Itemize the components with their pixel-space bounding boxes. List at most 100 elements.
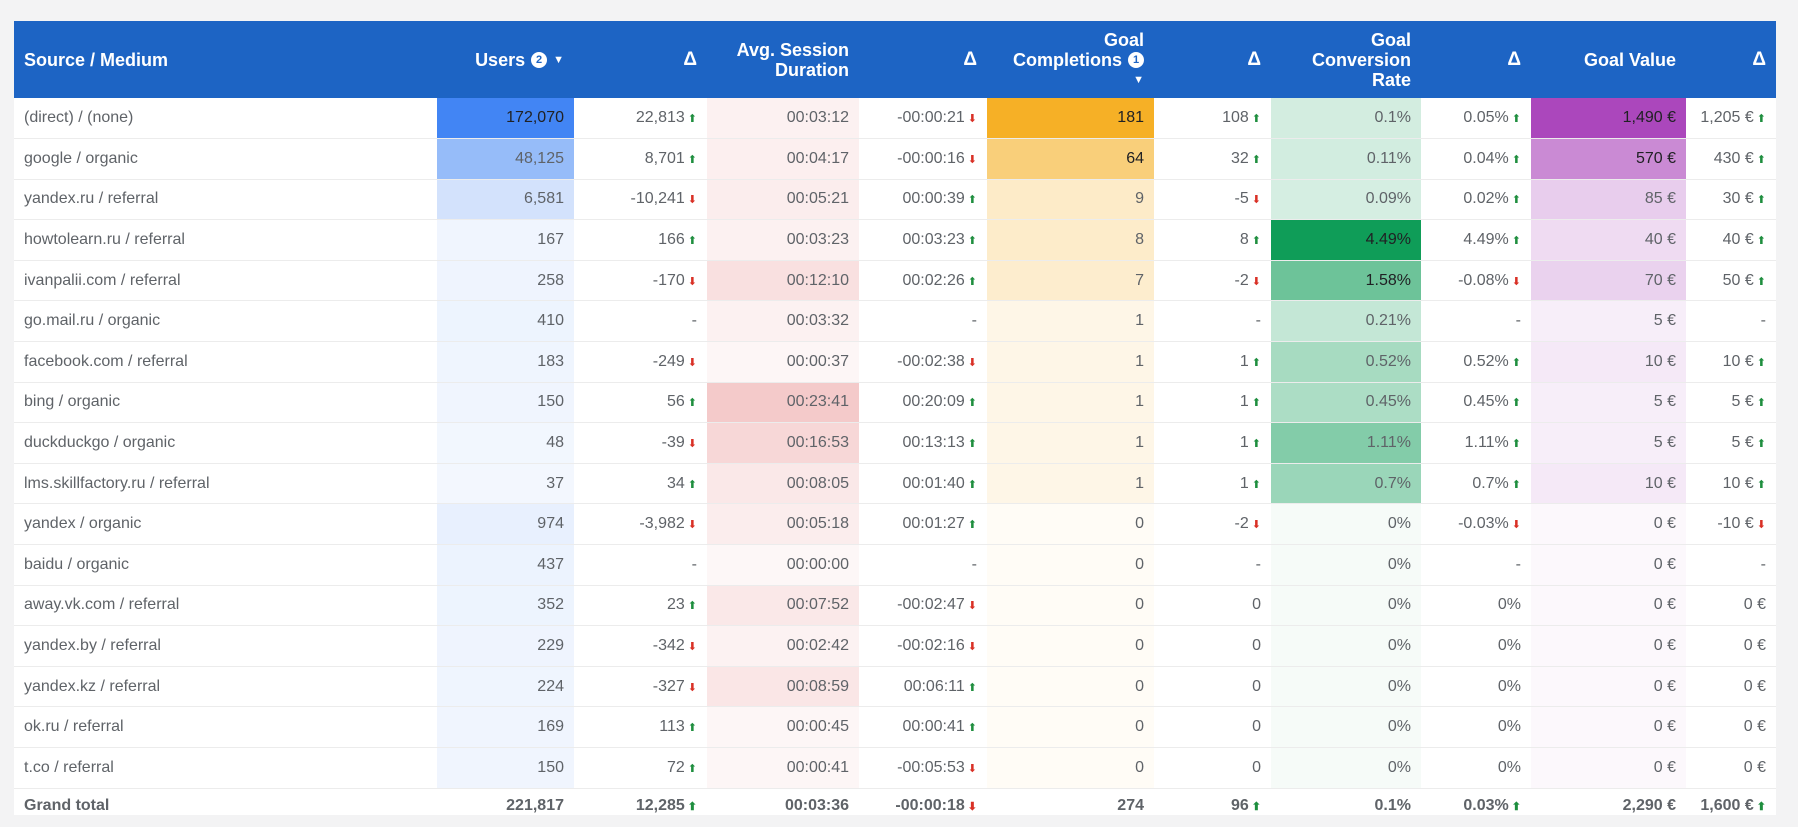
source-medium-cell: lms.skillfactory.ru / referral [14, 463, 437, 505]
col-goal-completions[interactable]: Goal Completions 1 ▼ [987, 21, 1154, 98]
duration-cell: 00:07:52 [707, 585, 859, 627]
arrow-down-icon: ⬇ [687, 681, 697, 694]
col-goals-delta[interactable]: Δ [1154, 21, 1271, 98]
goals-cell: 1 [987, 422, 1154, 464]
arrow-up-icon: ⬆ [1756, 356, 1766, 369]
table-row[interactable]: yandex.ru / referral 6,581 -10,241 ⬇ 00:05:2… [14, 179, 1776, 221]
arrow-up-icon: ⬆ [1251, 397, 1261, 410]
arrow-up-icon: ⬆ [1511, 478, 1521, 491]
users-cell: 169 [437, 706, 574, 748]
duration-delta-cell-value: 00:00:39 [902, 190, 965, 208]
arrow-up-icon: ⬆ [1756, 235, 1766, 248]
data-table-panel: Source / Medium Users 2 ▼ Δ Avg. Session… [14, 21, 1776, 815]
users-cell: 229 [437, 625, 574, 667]
goals-cell: 64 [987, 138, 1154, 180]
col-value-delta[interactable]: Δ [1686, 21, 1776, 98]
arrow-down-icon: ⬇ [687, 641, 697, 654]
delta-label: Δ [1752, 49, 1766, 70]
grand-total-row: Grand total 221,817 12,285 ⬆ 00:03:36 -00… [14, 788, 1776, 824]
table-row[interactable]: ivanpalii.com / referral 258 -170 ⬇ 00:12:10… [14, 260, 1776, 302]
conversion-cell: 0% [1271, 585, 1421, 627]
goal-value-cell: 70 € [1531, 260, 1686, 302]
col-source-medium[interactable]: Source / Medium [14, 21, 437, 98]
arrow-up-icon: ⬆ [1756, 478, 1766, 491]
sort-desc-icon[interactable]: ▼ [553, 53, 564, 66]
col-users[interactable]: Users 2 ▼ [437, 21, 574, 98]
users-cell: 48,125 [437, 138, 574, 180]
table-row[interactable]: lms.skillfactory.ru / referral 37 34 ⬆ 00:08… [14, 463, 1776, 505]
table-row[interactable]: yandex.kz / referral 224 -327 ⬇ 00:08:59 00:0… [14, 666, 1776, 708]
value-delta-cell: 5 € ⬆ [1686, 382, 1776, 424]
goal-value-cell: 40 € [1531, 219, 1686, 261]
col-users-delta[interactable]: Δ [574, 21, 707, 98]
users-cell: 167 [437, 219, 574, 261]
conversion-delta-cell: 0% [1421, 625, 1531, 667]
table-row[interactable]: baidu / organic 437-00:00:00-0-0% -0 € - [14, 544, 1776, 586]
arrow-down-icon: ⬇ [1511, 275, 1521, 288]
users-delta-cell-value: -342 [652, 637, 685, 655]
goals-delta-cell: 8 ⬆ [1154, 219, 1271, 261]
goals-delta-cell-value: 108 [1222, 109, 1249, 127]
table-row[interactable]: go.mail.ru / organic 410-00:03:32-1-0.21%… [14, 300, 1776, 343]
goal-value-cell: 0 € [1531, 706, 1686, 748]
goals-delta-cell-value: - [1255, 312, 1261, 330]
conversion-delta-cell-value: 0% [1497, 758, 1521, 776]
table-row[interactable]: facebook.com / referral 183 -249 ⬇ 00:00:37-… [14, 341, 1776, 383]
col-goal-value[interactable]: Goal Value [1531, 21, 1686, 98]
arrow-down-icon: ⬇ [1251, 275, 1261, 288]
duration-cell: 00:03:32 [707, 300, 859, 343]
table-row[interactable]: ok.ru / referral 169 113 ⬆ 00:00:45 00:00:41 ⬆… [14, 706, 1776, 748]
table-row[interactable]: google / organic 48,125 8,701 ⬆ 00:04:17 -00:… [14, 138, 1776, 180]
table-row[interactable]: howtolearn.ru / referral 167 166 ⬆ 00:03:23 0… [14, 219, 1776, 261]
goal-value-cell: 5 € [1531, 300, 1686, 343]
goal-value-cell: 10 € [1531, 463, 1686, 505]
total-duration-delta-value: -00:00:18 [895, 797, 965, 815]
total-goals-delta: 96 ⬆ [1154, 788, 1271, 824]
table-row[interactable]: t.co / referral 150 72 ⬆ 00:00:41 -00:05:53 ⬇ 0… [14, 747, 1776, 789]
conversion-cell: 0.09% [1271, 179, 1421, 221]
arrow-up-icon: ⬆ [1756, 194, 1766, 207]
duration-cell: 00:16:53 [707, 422, 859, 464]
users-delta-cell-value: 113 [659, 718, 685, 736]
col-goal-conversion-rate[interactable]: Goal Conversion Rate [1271, 21, 1421, 98]
duration-delta-cell: 00:06:11 ⬆ [859, 666, 987, 708]
arrow-up-icon: ⬆ [967, 397, 977, 410]
goals-delta-cell: 1 ⬆ [1154, 341, 1271, 383]
source-medium-cell: ivanpalii.com / referral [14, 260, 437, 302]
arrow-up-icon: ⬆ [1756, 801, 1766, 814]
sort-desc-icon[interactable]: ▼ [1133, 73, 1144, 86]
goal-value-cell: 0 € [1531, 585, 1686, 627]
conversion-delta-cell: 0.7% ⬆ [1421, 463, 1531, 505]
col-duration-delta[interactable]: Δ [859, 21, 987, 98]
table-row[interactable]: yandex.by / referral 229 -342 ⬇ 00:02:42 -00:… [14, 625, 1776, 667]
users-delta-cell: -10,241 ⬇ [574, 179, 707, 221]
users-delta-cell-value: 72 [666, 758, 685, 776]
table-row[interactable]: yandex / organic 974 -3,982 ⬇ 00:05:18 00:01:… [14, 503, 1776, 546]
users-delta-cell-value: -170 [652, 271, 685, 289]
users-cell: 437 [437, 544, 574, 586]
conversion-cell: 0.7% [1271, 463, 1421, 505]
arrow-down-icon: ⬇ [687, 194, 697, 207]
users-cell: 48 [437, 422, 574, 464]
source-medium-cell: yandex.ru / referral [14, 179, 437, 221]
conversion-cell: 0.11% [1271, 138, 1421, 180]
table-row[interactable]: duckduckgo / organic 48 -39 ⬇ 00:16:53 00:13:… [14, 422, 1776, 464]
col-conversion-delta[interactable]: Δ [1421, 21, 1531, 98]
total-duration: 00:03:36 [784, 797, 849, 815]
table-row[interactable]: bing / organic 150 56 ⬆ 00:23:41 00:20:09 ⬆ 1 1 ⬆… [14, 382, 1776, 424]
table-row[interactable]: away.vk.com / referral 352 23 ⬆ 00:07:52 -00:… [14, 585, 1776, 627]
duration-delta-cell: -00:05:53 ⬇ [859, 747, 987, 789]
table-row[interactable]: (direct) / (none) 172,070 22,813 ⬆ 00:03:12-… [14, 98, 1776, 140]
col-avg-session-duration[interactable]: Avg. Session Duration [707, 21, 859, 98]
goals-cell: 0 [987, 585, 1154, 627]
arrow-up-icon: ⬆ [967, 478, 977, 491]
goal-value-cell: 0 € [1531, 544, 1686, 586]
total-value: 2,290 € [1622, 797, 1676, 815]
conversion-delta-cell: 0% [1421, 706, 1531, 748]
goals-cell: 181 [987, 98, 1154, 140]
delta-label: Δ [1507, 49, 1521, 70]
arrow-up-icon: ⬆ [1511, 801, 1521, 814]
arrow-down-icon: ⬇ [1756, 519, 1766, 532]
value-delta-cell: 0 € [1686, 625, 1776, 667]
goal-value-cell: 5 € [1531, 382, 1686, 424]
